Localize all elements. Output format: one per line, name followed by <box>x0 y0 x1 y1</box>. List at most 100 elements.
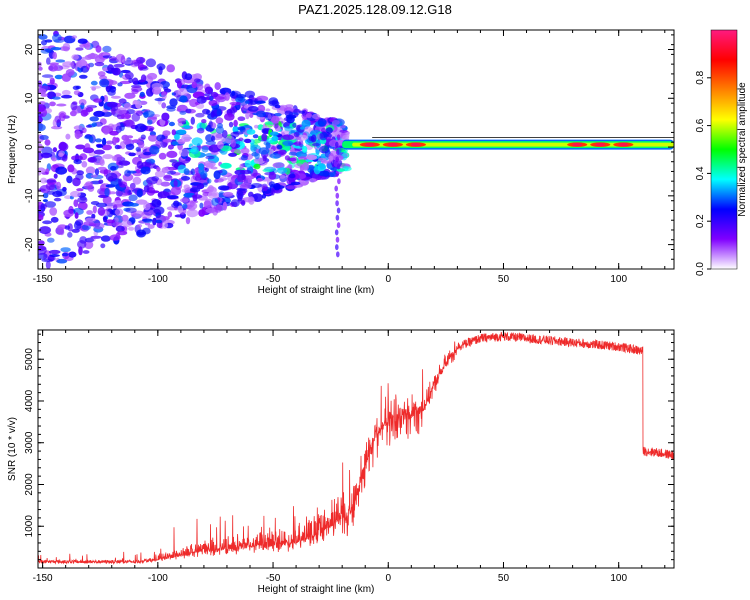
spectral-blob <box>329 171 338 177</box>
spectral-blob <box>121 220 132 228</box>
spectral-blob <box>90 174 98 178</box>
colorbar-gradient <box>711 30 737 269</box>
spectral-blob <box>253 139 261 144</box>
spectral-blob <box>189 187 201 193</box>
signal-hotspot <box>595 143 606 147</box>
spectral-blob <box>191 137 203 146</box>
spectral-blob <box>59 229 65 236</box>
spectral-blob <box>201 121 208 129</box>
spectral-blob <box>290 181 301 186</box>
spectral-blob <box>156 63 166 71</box>
spectral-blob <box>267 114 272 120</box>
spectral-blob <box>48 249 61 255</box>
spectral-blob <box>252 134 259 139</box>
spectral-blob <box>81 161 88 168</box>
spectral-blob <box>183 168 190 175</box>
spectral-blob <box>309 178 317 183</box>
spectral-blob <box>103 95 109 103</box>
spectral-blob <box>196 127 205 134</box>
spectral-blob <box>246 129 256 135</box>
spectral-blob <box>93 98 103 103</box>
spectral-blob <box>214 82 221 91</box>
spectral-blob <box>123 119 135 128</box>
spectral-blob <box>77 38 88 44</box>
spectral-blob <box>88 223 97 227</box>
spectral-blob <box>87 53 99 60</box>
spectral-blob <box>301 145 308 153</box>
spectral-blob <box>269 131 279 136</box>
spectral-blob <box>125 143 135 151</box>
spectral-blob <box>38 115 43 124</box>
spectral-blob <box>73 221 82 230</box>
spectral-blob <box>38 246 47 255</box>
spectral-blob <box>203 200 212 208</box>
spectral-blob <box>335 200 339 207</box>
spectral-blob <box>70 110 77 117</box>
spectral-blob <box>97 206 106 216</box>
spectral-blob <box>75 47 84 51</box>
spectral-blob <box>65 69 75 76</box>
spectral-blob <box>81 224 91 231</box>
spectral-blob <box>56 181 62 190</box>
spectral-blob <box>300 126 305 130</box>
spectral-blob <box>154 170 166 178</box>
spectral-blob <box>250 183 263 188</box>
spectral-blob <box>102 45 112 53</box>
signal-hotspot <box>410 143 421 147</box>
spectral-blob <box>337 178 341 185</box>
spectral-blob <box>128 78 134 83</box>
spectral-blob <box>51 125 63 130</box>
signal-hotspot <box>387 143 398 147</box>
spectral-blob <box>191 194 203 199</box>
spectral-blob <box>76 188 84 192</box>
spectral-blob <box>97 166 107 171</box>
spectral-blob <box>106 208 114 218</box>
spectral-blob <box>109 234 121 241</box>
spectral-blob <box>230 139 236 148</box>
spectral-blob <box>74 130 81 140</box>
spectral-blob <box>119 80 132 85</box>
spectral-blob <box>321 127 327 133</box>
spectral-blob <box>46 178 57 185</box>
spectral-blob <box>237 116 246 121</box>
spectral-blob <box>287 164 293 170</box>
snr-xtick-label: 100 <box>610 573 627 584</box>
spectral-blob <box>85 124 93 128</box>
colorbar-tick-label: 0.8 <box>695 70 706 84</box>
snr-ytick-label: 2000 <box>24 473 35 496</box>
colorbar-tick-label: 0.2 <box>695 214 706 228</box>
spectral-blob <box>168 121 175 127</box>
spectral-blob <box>71 54 79 60</box>
spectral-blob <box>253 163 261 170</box>
spectral-blob <box>161 102 167 109</box>
spectral-blob <box>286 115 295 124</box>
snr-ytick-label: 5000 <box>24 348 35 371</box>
spectral-blob <box>95 45 102 53</box>
spectral-blob <box>288 173 296 179</box>
spectral-blob <box>85 166 96 175</box>
spectral-blob <box>201 145 209 153</box>
spectral-blob <box>187 149 197 153</box>
spectral-blob <box>129 182 136 189</box>
spectral-blob <box>40 203 46 212</box>
spectral-blob <box>80 109 89 117</box>
colorbar-tick-label: 0.6 <box>695 118 706 132</box>
spectral-blob <box>253 124 259 129</box>
spectral-blob <box>244 138 252 144</box>
chart-title: PAZ1.2025.128.09.12.G18 <box>298 2 452 17</box>
spectral-blob <box>151 199 162 208</box>
spectral-blob <box>113 63 125 68</box>
spectral-blob <box>200 170 208 179</box>
spectral-blob <box>102 137 107 147</box>
spectral-blob <box>110 95 121 99</box>
colorbar-tick-label: 0.0 <box>695 262 706 276</box>
spectral-blob <box>162 216 170 221</box>
spectral-blob <box>209 95 214 102</box>
spectral-blob <box>116 145 122 150</box>
spectral-blob <box>213 170 221 180</box>
spectral-blob <box>44 48 52 53</box>
spectral-blob <box>201 119 207 124</box>
spectral-blob <box>336 251 340 258</box>
spectral-blob <box>271 135 279 142</box>
